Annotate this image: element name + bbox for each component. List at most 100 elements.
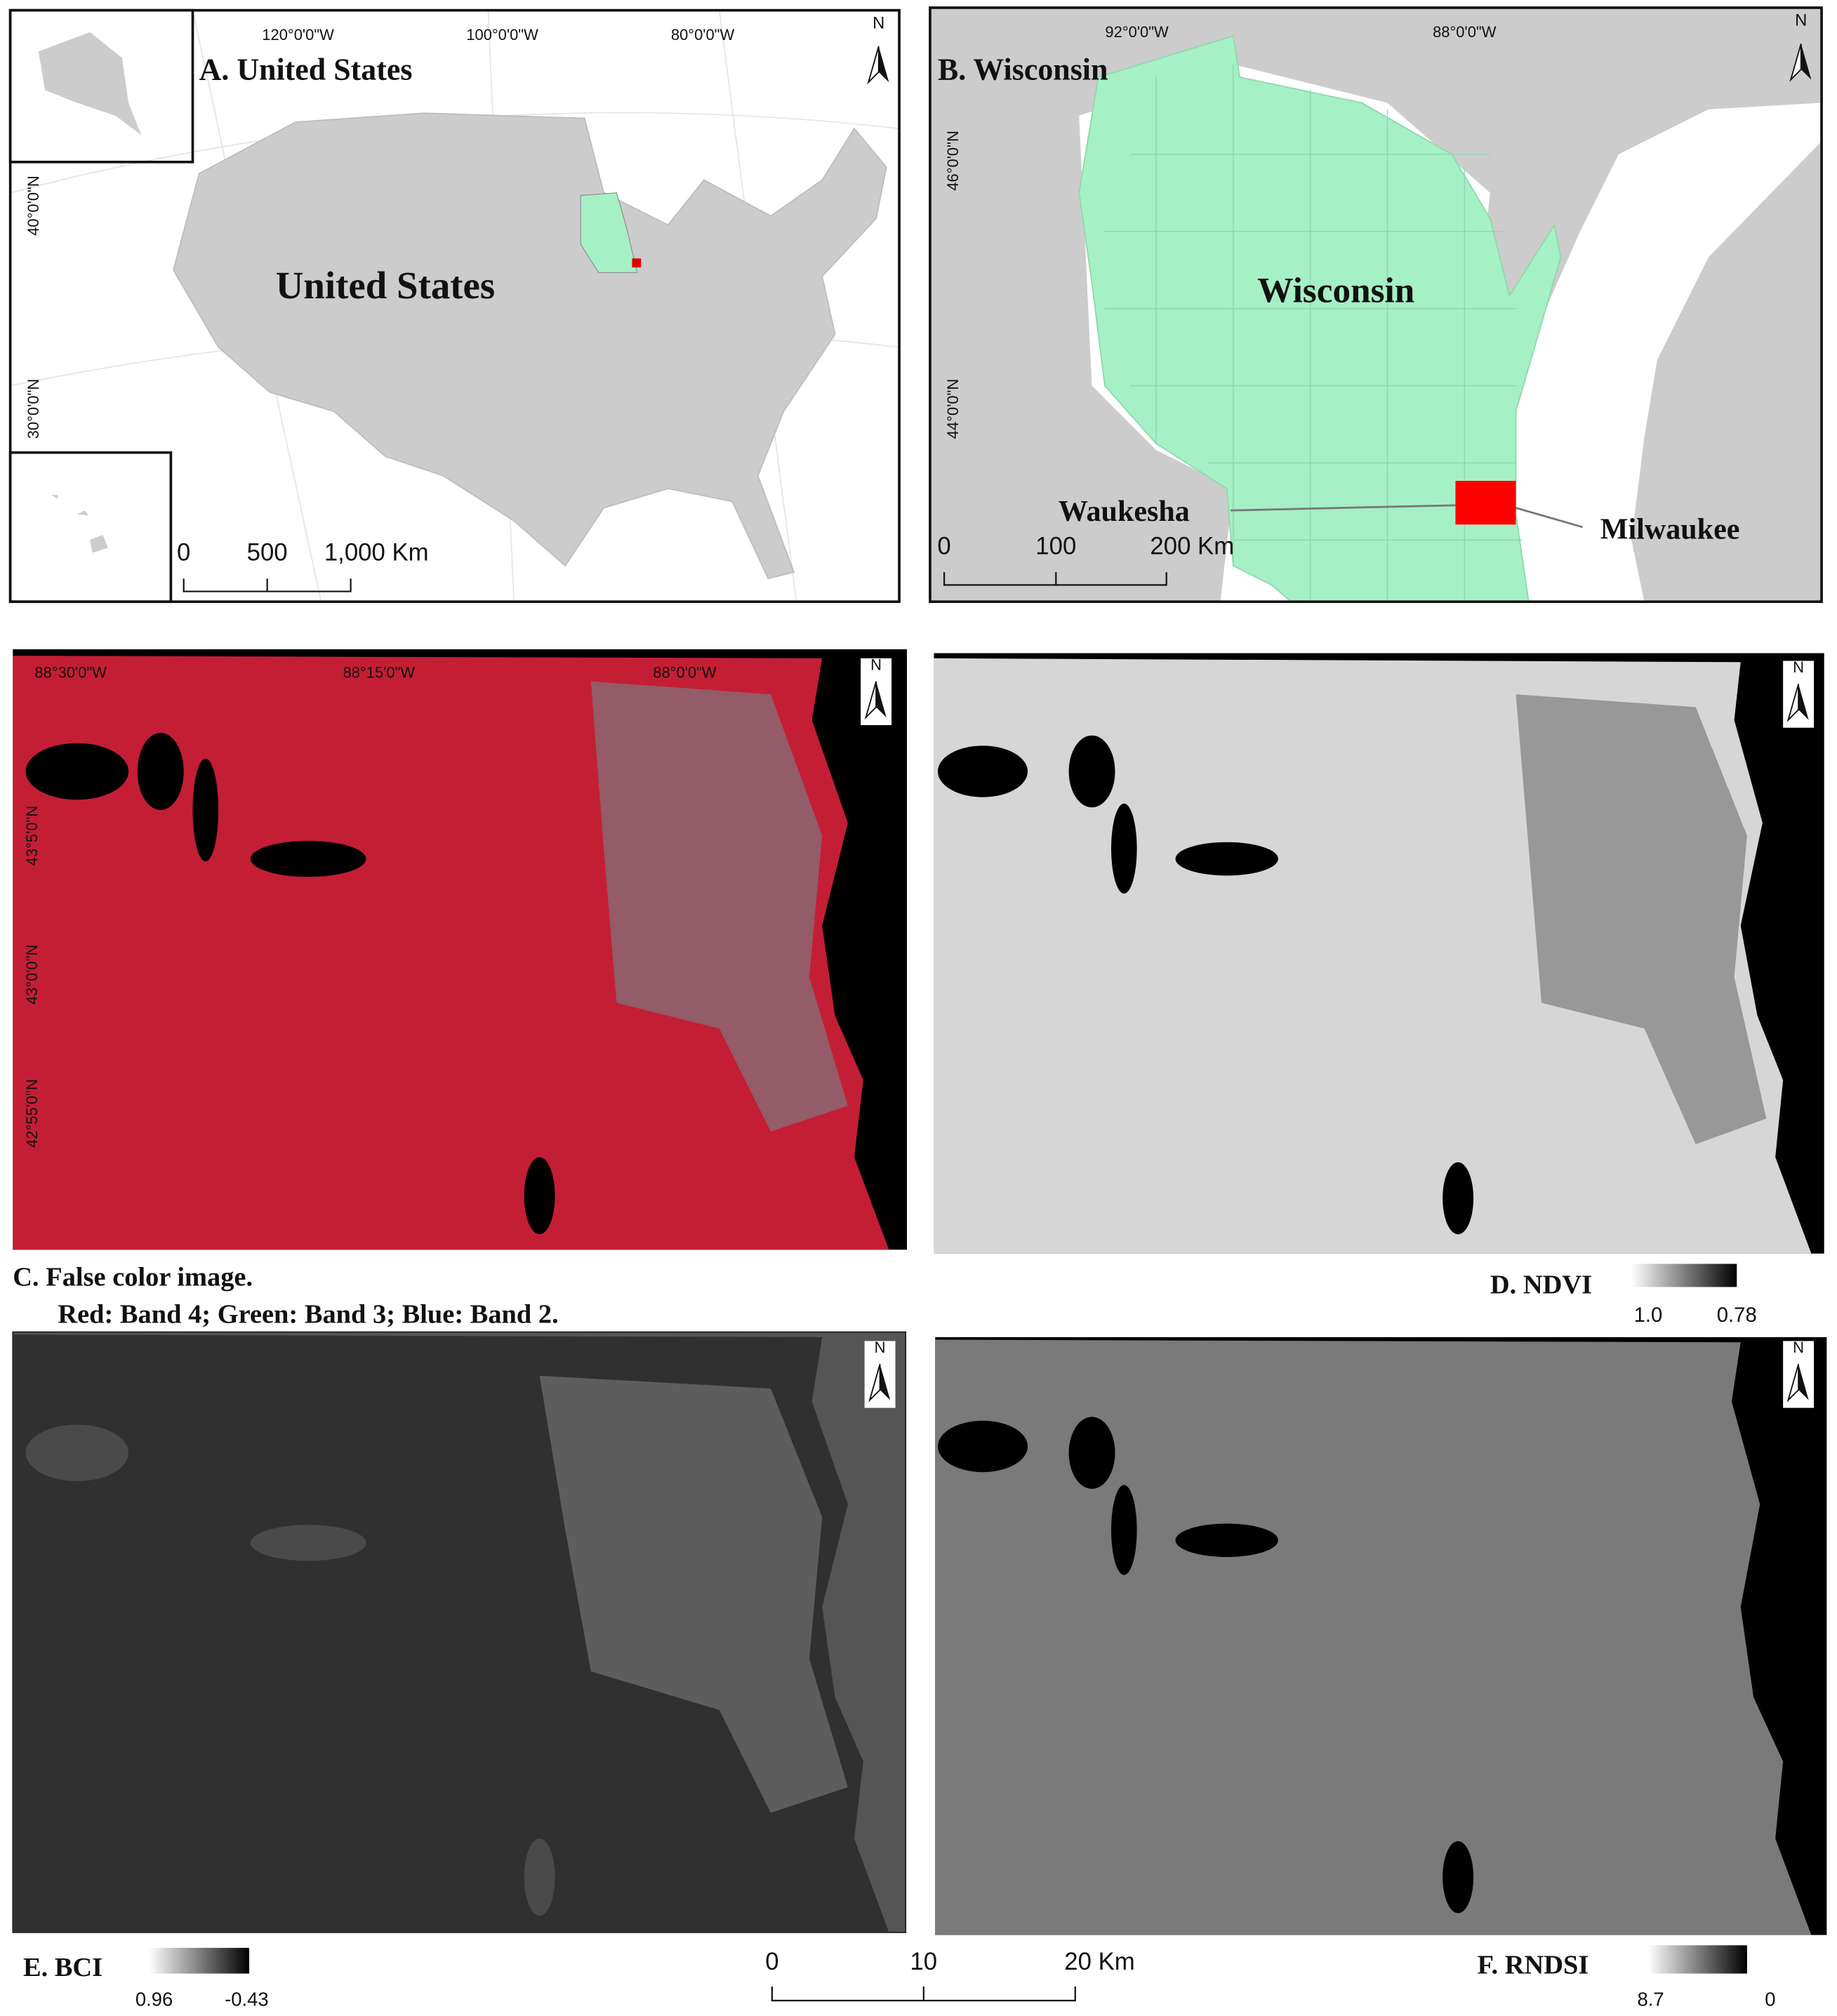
- map-label: Wisconsin: [1257, 270, 1414, 310]
- lakes: [25, 733, 555, 1235]
- legend-ramp: [1647, 1945, 1747, 1974]
- panel-d: N D. NDVI 1.0 0.78: [934, 653, 1824, 1327]
- place-label: Milwaukee: [1600, 512, 1740, 545]
- panel-title: F. RNDSI: [1478, 1951, 1589, 1980]
- lakes: [937, 735, 1474, 1235]
- false-color-image: [13, 656, 889, 1250]
- michigan-land: [929, 7, 1822, 386]
- map-shape: [937, 745, 1028, 797]
- lat-label: 40°0'0"N: [25, 175, 42, 236]
- legend-label: 0.96: [135, 1988, 173, 2010]
- scale-bar: [943, 572, 1167, 586]
- scale-label: 200 Km: [1150, 533, 1234, 559]
- lat-label: 46°0'0"N: [944, 131, 962, 191]
- urban-area: [539, 1375, 848, 1813]
- panel-a: A. United States United States 120°0'0"W…: [8, 8, 901, 604]
- panel-c: 88°30'0"W 88°15'0"W 88°0'0"W 43°5'0"N 43…: [13, 649, 908, 1329]
- map-shape: [1443, 1841, 1474, 1914]
- map-shape: [524, 1838, 555, 1916]
- map-shape: [137, 733, 184, 810]
- map-shape: [250, 840, 366, 877]
- county-lines: [1104, 64, 1523, 602]
- panel-a-frame: [8, 8, 901, 604]
- north-label: N: [873, 13, 884, 32]
- scale-label: 0: [937, 533, 950, 559]
- scale-label: 10: [910, 1949, 937, 1975]
- lat-label: 30°0'0"N: [25, 379, 42, 439]
- lon-label: 100°0'0"W: [466, 26, 538, 44]
- lon-label: 120°0'0"W: [262, 26, 334, 44]
- map-shape: [25, 1424, 129, 1482]
- legend-label: -0.43: [225, 1988, 269, 2010]
- panel-e: N E. BCI 0.96 -0.43: [12, 1331, 907, 2010]
- lakes: [937, 1417, 1474, 1914]
- north-label: N: [875, 1339, 886, 1356]
- scale-label: 100: [1035, 533, 1076, 559]
- legend-label: 0: [1765, 1988, 1775, 2010]
- michigan-lower: [1631, 141, 1822, 602]
- lon-label: 88°30'0"W: [34, 663, 107, 681]
- map-shape: [524, 1157, 555, 1235]
- scale-label: 500: [247, 540, 288, 566]
- minnesota-iowa: [929, 77, 1233, 602]
- lakes: [25, 1424, 555, 1916]
- panel-title: E. BCI: [23, 1953, 102, 1982]
- panel-title: D. NDVI: [1490, 1271, 1592, 1300]
- leader-lines: [1231, 504, 1584, 529]
- legend-ramp: [1631, 1264, 1737, 1287]
- map-shape: [937, 1420, 1028, 1473]
- panel-title: C. False color image.: [13, 1263, 253, 1292]
- map-shape: [1111, 1485, 1137, 1575]
- map-shape: [1175, 842, 1278, 876]
- study-area: [1455, 481, 1516, 525]
- alaska: [38, 32, 142, 135]
- north-label: N: [1795, 11, 1807, 30]
- panel-b: B. Wisconsin Wisconsin 92°0'0"W 88°0'0"W…: [929, 6, 1823, 604]
- map-shape: [1068, 1417, 1115, 1490]
- lon-label: 92°0'0"W: [1105, 23, 1169, 41]
- lat-label: 43°5'0"N: [23, 806, 41, 866]
- study-area-small: [632, 258, 642, 267]
- urban-area: [590, 681, 848, 1132]
- legend-label: 0.78: [1717, 1304, 1757, 1327]
- panel-title: B. Wisconsin: [938, 53, 1108, 87]
- panel-f: N F. RNDSI 8.7 0: [935, 1337, 1827, 2010]
- panel-title: A. United States: [199, 53, 413, 87]
- lat-label: 43°0'0"N: [23, 945, 41, 1005]
- map-shape: [1175, 1523, 1278, 1558]
- map-shape: [1111, 803, 1137, 894]
- lat-label: 42°55'0"N: [23, 1079, 41, 1148]
- map-label: United States: [276, 264, 496, 307]
- place-label: Waukesha: [1059, 495, 1190, 528]
- legend-ramp: [149, 1947, 250, 1974]
- scale-bar: [183, 578, 352, 592]
- wisconsin-small: [580, 192, 638, 273]
- rndsi-image: [935, 1339, 1812, 1935]
- lon-label: 88°0'0"W: [1433, 23, 1497, 41]
- scale-label: 1,000 Km: [324, 540, 429, 566]
- us-map: [173, 112, 887, 580]
- scale-label: 0: [177, 540, 190, 566]
- scale-bar-group: 0 10 20 Km: [765, 1949, 1135, 2002]
- map-shape: [192, 758, 219, 862]
- panel-b-frame: [929, 6, 1823, 604]
- legend-label: 1.0: [1634, 1304, 1663, 1327]
- north-label: N: [1793, 1339, 1804, 1356]
- scale-bar: [771, 1986, 1076, 2002]
- map-shape: [1068, 735, 1115, 808]
- map-shape: [25, 743, 129, 800]
- map-shape: [250, 1525, 366, 1561]
- north-label: N: [1793, 658, 1804, 676]
- lon-label: 88°0'0"W: [653, 663, 717, 681]
- map-shape: [1443, 1162, 1474, 1235]
- north-label: N: [870, 656, 882, 673]
- lon-label: 88°15'0"W: [343, 663, 416, 681]
- lon-label: 80°0'0"W: [671, 26, 735, 44]
- hawaii: [51, 495, 108, 553]
- urban-area: [1516, 694, 1767, 1145]
- panel-subtitle: Red: Band 4; Green: Band 3; Blue: Band 2…: [58, 1300, 558, 1329]
- legend-label: 8.7: [1638, 1988, 1664, 2010]
